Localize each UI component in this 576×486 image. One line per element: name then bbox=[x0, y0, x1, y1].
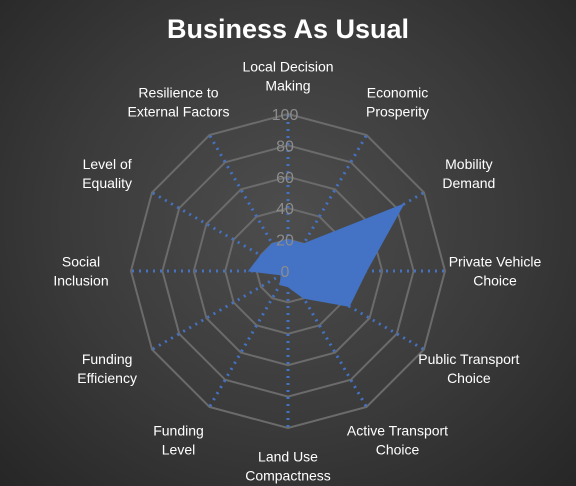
axis-label-8: Funding Efficiency bbox=[77, 351, 137, 386]
spoke-8 bbox=[151, 269, 289, 351]
data-point-2 bbox=[403, 203, 405, 205]
axis-label-2-line-0: Mobility bbox=[445, 156, 492, 172]
axis-label-3: Private Vehicle Choice bbox=[449, 254, 542, 289]
grid-ring-100 bbox=[129, 112, 447, 430]
tick-label-20: 20 bbox=[276, 233, 294, 250]
axis-label-3-line-0: Private Vehicle bbox=[449, 254, 542, 270]
data-point-11 bbox=[271, 243, 273, 245]
axis-label-2-line-1: Demand bbox=[442, 175, 495, 191]
axis-label-7-line-1: Level bbox=[162, 441, 195, 457]
spoke-4 bbox=[287, 269, 425, 351]
tick-label-80: 80 bbox=[276, 138, 294, 155]
axis-label-9-line-1: Inclusion bbox=[53, 273, 108, 289]
spoke-10 bbox=[151, 191, 289, 273]
axis-label-6: Land Use Compactness bbox=[245, 449, 331, 484]
axis-label-10-line-1: Equality bbox=[82, 175, 132, 191]
spoke-11 bbox=[208, 134, 290, 272]
axis-label-4-line-1: Choice bbox=[447, 370, 491, 386]
data-point-8 bbox=[280, 274, 282, 276]
axis-label-0-line-1: Making bbox=[265, 78, 310, 94]
data-point-10 bbox=[260, 254, 262, 256]
axis-label-4-line-0: Public Transport bbox=[418, 351, 519, 367]
spoke-7 bbox=[208, 270, 290, 408]
axis-label-1: Economic Prosperity bbox=[366, 85, 429, 120]
tick-label-0: 0 bbox=[281, 264, 290, 281]
axis-label-9: Social Inclusion bbox=[53, 254, 108, 289]
data-point-3 bbox=[366, 270, 367, 272]
axis-label-1-line-0: Economic bbox=[367, 85, 428, 101]
chart-title: Business As Usual bbox=[166, 14, 410, 44]
data-point-1 bbox=[303, 243, 305, 245]
axis-label-6-line-1: Compactness bbox=[245, 468, 331, 484]
tick-label-40: 40 bbox=[276, 201, 294, 218]
axis-label-1-line-1: Prosperity bbox=[366, 104, 429, 120]
axis-label-7: Funding Level bbox=[153, 422, 204, 457]
axis-label-8-line-1: Efficiency bbox=[77, 370, 137, 386]
data-point-7 bbox=[279, 284, 281, 286]
data-point-0 bbox=[287, 239, 289, 241]
axis-label-5-line-0: Active Transport bbox=[347, 422, 448, 438]
axis-label-8-line-0: Funding bbox=[82, 351, 133, 367]
spoke-1 bbox=[286, 134, 368, 272]
axis-label-5-line-1: Choice bbox=[376, 441, 420, 457]
data-point-4 bbox=[348, 305, 350, 307]
axis-label-9-line-0: Social bbox=[62, 254, 100, 270]
axis-label-2: Mobility Demand bbox=[442, 156, 495, 191]
axis-label-11-line-0: Resilience to bbox=[138, 85, 218, 101]
spoke-5 bbox=[286, 270, 368, 408]
axis-label-10-line-0: Level of bbox=[83, 156, 132, 172]
axis-label-6-line-0: Land Use bbox=[258, 449, 318, 465]
axis-label-11: Resilience to External Factors bbox=[128, 85, 230, 120]
axis-label-4: Public Transport Choice bbox=[418, 351, 519, 386]
axis-label-10: Level of Equality bbox=[82, 156, 132, 191]
axis-label-3-line-1: Choice bbox=[473, 273, 517, 289]
axis-label-5: Active Transport Choice bbox=[347, 422, 448, 457]
tick-label-100: 100 bbox=[272, 107, 299, 124]
axis-label-11-line-1: External Factors bbox=[128, 104, 230, 120]
axis-label-0-line-0: Local Decision bbox=[242, 59, 333, 75]
tick-label-60: 60 bbox=[276, 170, 294, 187]
data-point-6 bbox=[287, 286, 289, 288]
series-area bbox=[247, 203, 405, 307]
data-point-9 bbox=[248, 270, 250, 272]
axis-label-7-line-0: Funding bbox=[153, 422, 204, 438]
axis-label-0: Local Decision Making bbox=[242, 59, 333, 94]
data-point-5 bbox=[303, 297, 305, 299]
